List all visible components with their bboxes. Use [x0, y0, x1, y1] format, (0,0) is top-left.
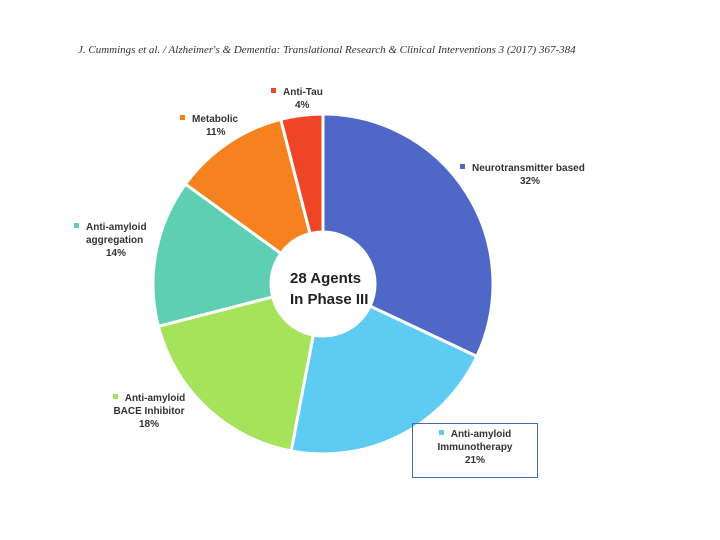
center-label-line-1: 28 Agents — [290, 270, 362, 287]
center-label-line-2: In Phase III — [290, 291, 369, 308]
label-bace-pct: 18% — [138, 419, 159, 430]
label-metabolic-pct: 11% — [206, 127, 226, 138]
legend-swatch-anti-tau — [271, 88, 276, 93]
label-aggregation: Anti-amyloid aggregation 14% — [74, 221, 147, 260]
center-label: 28 Agents In Phase III — [290, 268, 368, 310]
label-anti-tau-pct: 4% — [295, 100, 310, 111]
citation: J. Cummings et al. / Alzheimer's & Demen… — [78, 44, 576, 56]
legend-swatch-neurotransmitter — [460, 164, 465, 169]
label-immunotherapy-pct: 21% — [464, 455, 485, 466]
label-bace-name-2: BACE Inhibitor — [113, 406, 185, 417]
label-neurotransmitter-name: Neurotransmitter based — [472, 163, 585, 174]
donut-hole — [271, 232, 375, 336]
label-metabolic-name: Metabolic — [192, 114, 239, 125]
label-neurotransmitter: Neurotransmitter based 32% — [460, 162, 585, 188]
legend-swatch-immunotherapy — [438, 430, 444, 435]
label-aggregation-name-1: Anti-amyloid — [86, 222, 147, 233]
label-immunotherapy-name-2: Immunotherapy — [437, 442, 513, 453]
legend-swatch-aggregation — [74, 223, 79, 228]
label-bace-name-1: Anti-amyloid — [124, 393, 186, 404]
label-immunotherapy-name-1: Anti-amyloid — [450, 429, 512, 440]
label-anti-tau: Anti-Tau 4% — [271, 86, 323, 112]
label-bace: Anti-amyloid BACE Inhibitor 18% — [100, 392, 198, 431]
label-aggregation-pct: 14% — [106, 248, 127, 259]
label-neurotransmitter-pct: 32% — [520, 176, 541, 187]
label-aggregation-name-2: aggregation — [86, 235, 144, 246]
label-immunotherapy: Anti-amyloid Immunotherapy 21% — [412, 423, 538, 478]
label-metabolic: Metabolic 11% — [180, 113, 238, 139]
legend-swatch-bace — [112, 394, 118, 399]
legend-swatch-metabolic — [180, 115, 185, 120]
label-anti-tau-name: Anti-Tau — [283, 87, 323, 98]
